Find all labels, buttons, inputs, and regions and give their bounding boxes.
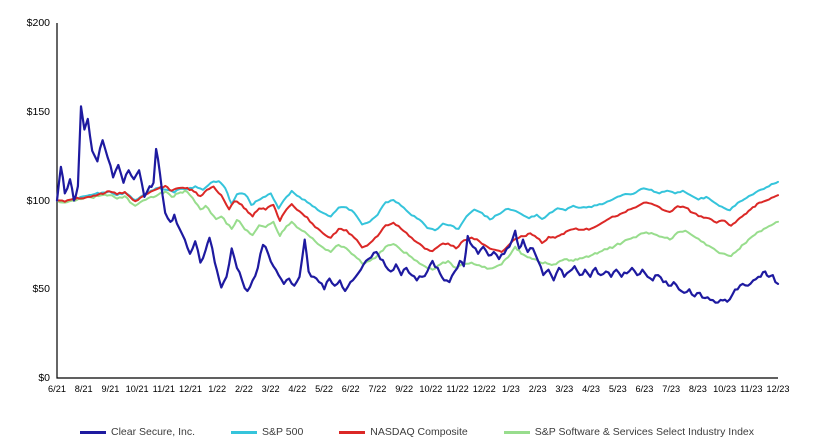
x-axis-label: 10/21 <box>125 384 149 394</box>
series-line-nasdaq-composite <box>56 184 779 253</box>
x-axis-label: 8/23 <box>688 384 707 394</box>
x-axis-label: 7/22 <box>368 384 387 394</box>
x-axis-label: 8/21 <box>74 384 93 394</box>
x-axis-label: 9/22 <box>395 384 414 394</box>
x-axis-label: 4/23 <box>582 384 600 394</box>
x-axis-label: 6/21 <box>48 384 66 394</box>
y-axis-label: $0 <box>38 372 50 384</box>
x-axis-label: 1/23 <box>502 384 520 394</box>
x-axis-label: 11/23 <box>740 384 763 394</box>
x-axis-label: 12/21 <box>179 384 203 394</box>
x-axis-label: 4/22 <box>288 384 307 394</box>
legend-label: S&P Software & Services Select Industry … <box>534 426 754 438</box>
x-axis-label: 10/22 <box>419 384 443 394</box>
series-line-clear-secure-inc <box>55 105 780 304</box>
x-axis-label: 5/22 <box>315 384 333 394</box>
legend-item-s-p-software-services-select-industry-index: S&P Software & Services Select Industry … <box>503 426 754 438</box>
x-axis-label: 11/22 <box>446 384 469 394</box>
legend-item-s-p-500: S&P 500 <box>231 426 303 438</box>
legend-label: S&P 500 <box>262 426 304 438</box>
x-axis-label: 10/23 <box>713 384 737 394</box>
x-axis-label: 6/22 <box>341 384 360 394</box>
series-lines-group <box>55 105 780 304</box>
y-axis-label: $200 <box>26 17 50 29</box>
x-axis-label: 5/23 <box>608 384 627 394</box>
x-axis-label: 2/23 <box>528 384 547 394</box>
legend-item-nasdaq-composite: NASDAQ Composite <box>339 426 468 438</box>
y-axis-label: $100 <box>26 194 50 207</box>
legend-line-swatch-icon <box>503 430 530 434</box>
y-axis-label: $150 <box>26 105 50 118</box>
axis-lines <box>56 23 778 379</box>
y-axis-label: $50 <box>32 283 50 296</box>
chart-legend: Clear Secure, Inc. S&P 500 NASDAQ Composit… <box>0 423 834 441</box>
legend-label: NASDAQ Composite <box>370 426 468 438</box>
x-axis-label: 12/23 <box>766 384 790 394</box>
legend-line-swatch-icon <box>339 430 366 434</box>
x-axis-label: 6/23 <box>635 384 654 394</box>
x-axis-label: 7/23 <box>662 384 681 394</box>
x-axis-label: 11/21 <box>152 384 175 394</box>
x-axis-label: 3/23 <box>555 384 574 394</box>
x-axis-label: 3/22 <box>261 384 280 394</box>
legend-item-clear-secure-inc: Clear Secure, Inc. <box>79 426 196 438</box>
legend-label: Clear Secure, Inc. <box>110 426 196 438</box>
x-axis-label: 1/22 <box>208 384 227 394</box>
legend-line-swatch-icon <box>231 430 258 434</box>
x-axis-label: 9/21 <box>101 384 120 394</box>
x-axis-label: 2/22 <box>234 384 253 394</box>
legend-line-swatch-icon <box>79 430 106 434</box>
x-axis-label: 12/22 <box>472 384 496 394</box>
series-line-s-p-software-services-select-industry-index <box>56 189 779 271</box>
